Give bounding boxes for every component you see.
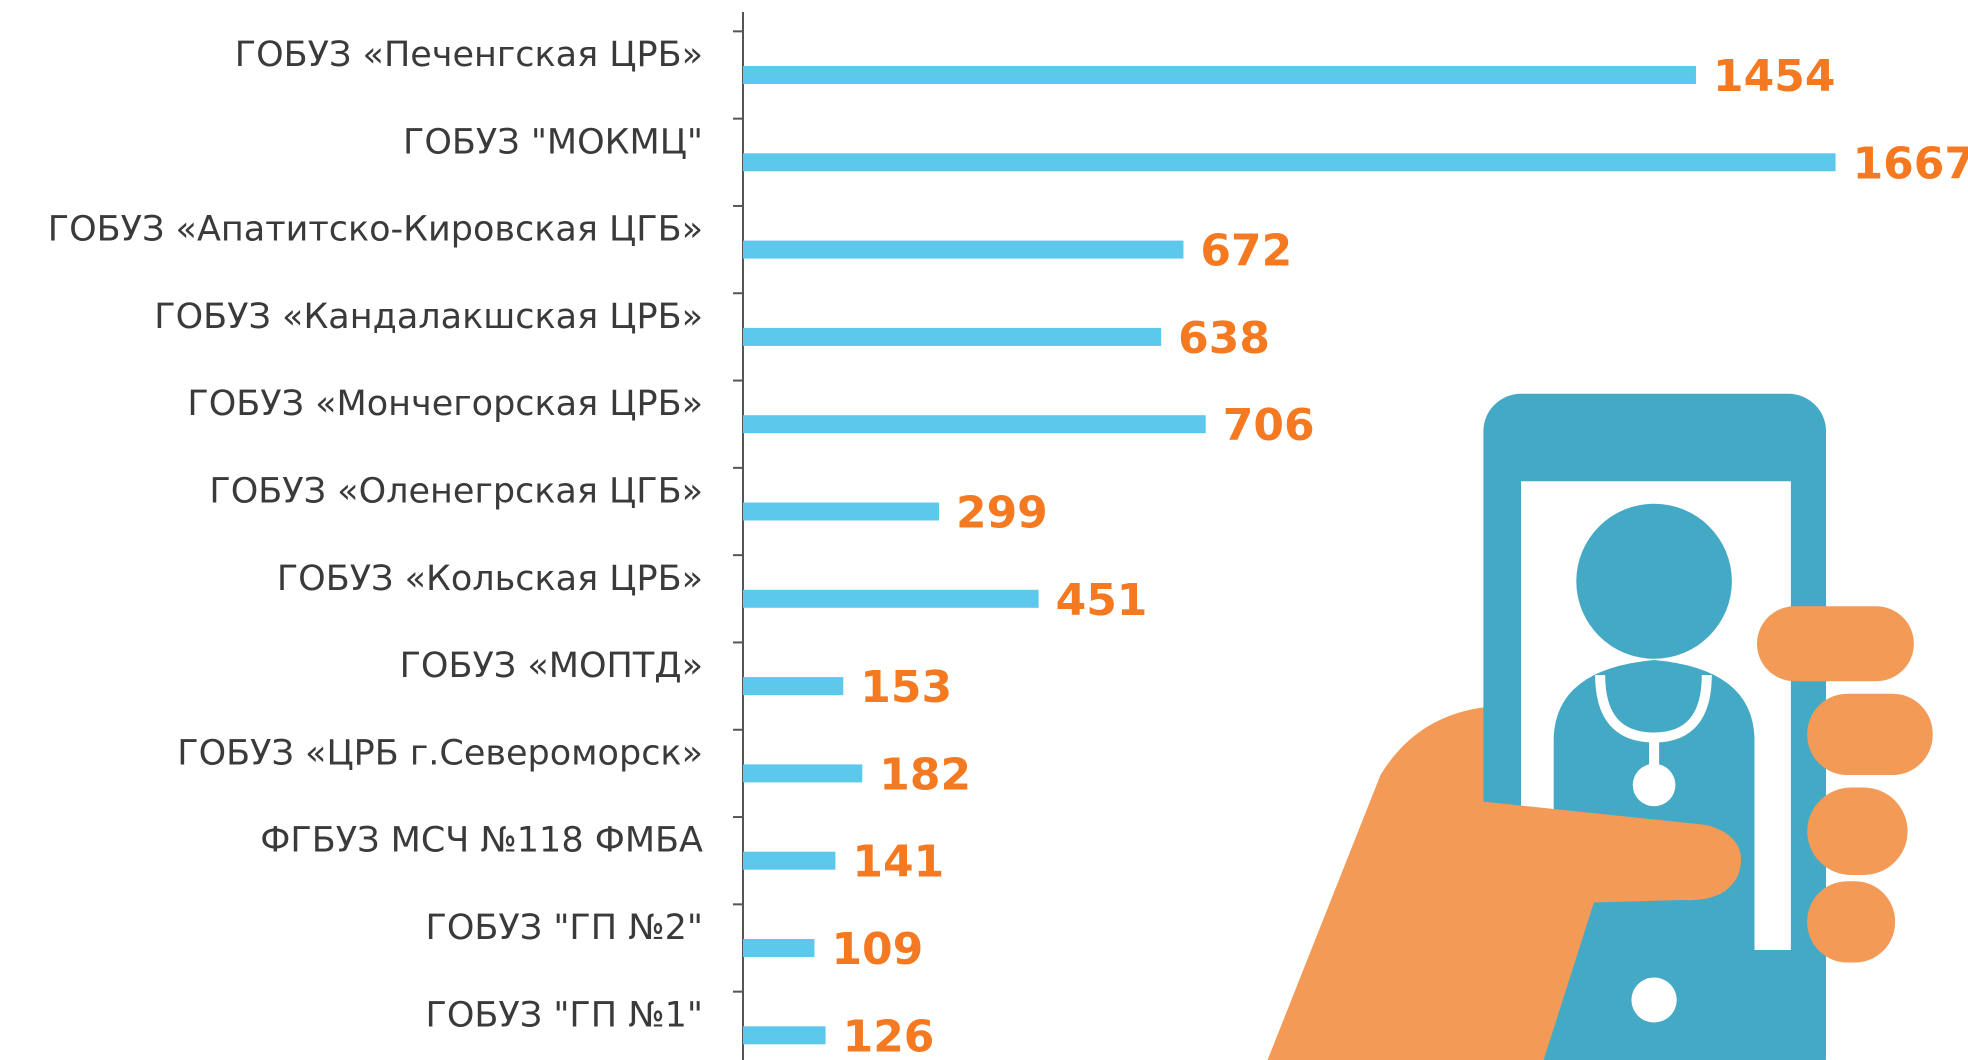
category-label: ГОБУЗ "ГП №2" xyxy=(426,908,703,948)
value-label: 1454 xyxy=(1713,51,1835,102)
category-label: ФГБУЗ МСЧ №118 ФМБА xyxy=(260,821,703,861)
category-label: ГОБУЗ "МОКМЦ" xyxy=(403,122,703,162)
bar xyxy=(743,1026,826,1045)
bar xyxy=(743,240,1184,259)
value-label: 153 xyxy=(860,662,952,713)
category-label: ГОБУЗ «Печенгская ЦРБ» xyxy=(235,35,703,75)
bar xyxy=(743,851,836,870)
category-label: ГОБУЗ "ГП №1" xyxy=(426,995,703,1035)
value-label: 141 xyxy=(852,837,944,888)
bar xyxy=(743,502,939,521)
bar xyxy=(743,677,844,696)
category-label: ГОБУЗ «Оленегрская ЦГБ» xyxy=(209,472,703,512)
category-label: ГОБУЗ «Кандалакшская ЦРБ» xyxy=(154,297,703,337)
value-label: 182 xyxy=(879,749,971,800)
bar xyxy=(743,327,1162,346)
value-label: 638 xyxy=(1178,313,1270,364)
bar xyxy=(743,153,1836,172)
category-label: ГОБУЗ «Мончегорская ЦРБ» xyxy=(187,384,703,424)
phone-illustration xyxy=(1267,393,1933,1060)
bar xyxy=(743,764,863,783)
bar xyxy=(743,589,1039,608)
bar xyxy=(743,66,1696,84)
value-label: 672 xyxy=(1200,226,1292,277)
value-label: 126 xyxy=(843,1011,935,1060)
value-label: 706 xyxy=(1223,400,1315,451)
bar xyxy=(743,939,815,957)
bar xyxy=(743,415,1206,434)
category-label: ГОБУЗ «Кольская ЦРБ» xyxy=(277,559,703,599)
category-label: ГОБУЗ «Апатитско-Кировская ЦГБ» xyxy=(48,210,703,250)
value-label: 451 xyxy=(1056,575,1148,626)
value-label: 1667 xyxy=(1853,138,1968,189)
category-label: ГОБУЗ «МОПТД» xyxy=(400,646,703,686)
value-label: 109 xyxy=(831,924,923,975)
category-label: ГОБУЗ «ЦРБ г.Североморск» xyxy=(177,733,703,773)
value-label: 299 xyxy=(956,488,1048,539)
